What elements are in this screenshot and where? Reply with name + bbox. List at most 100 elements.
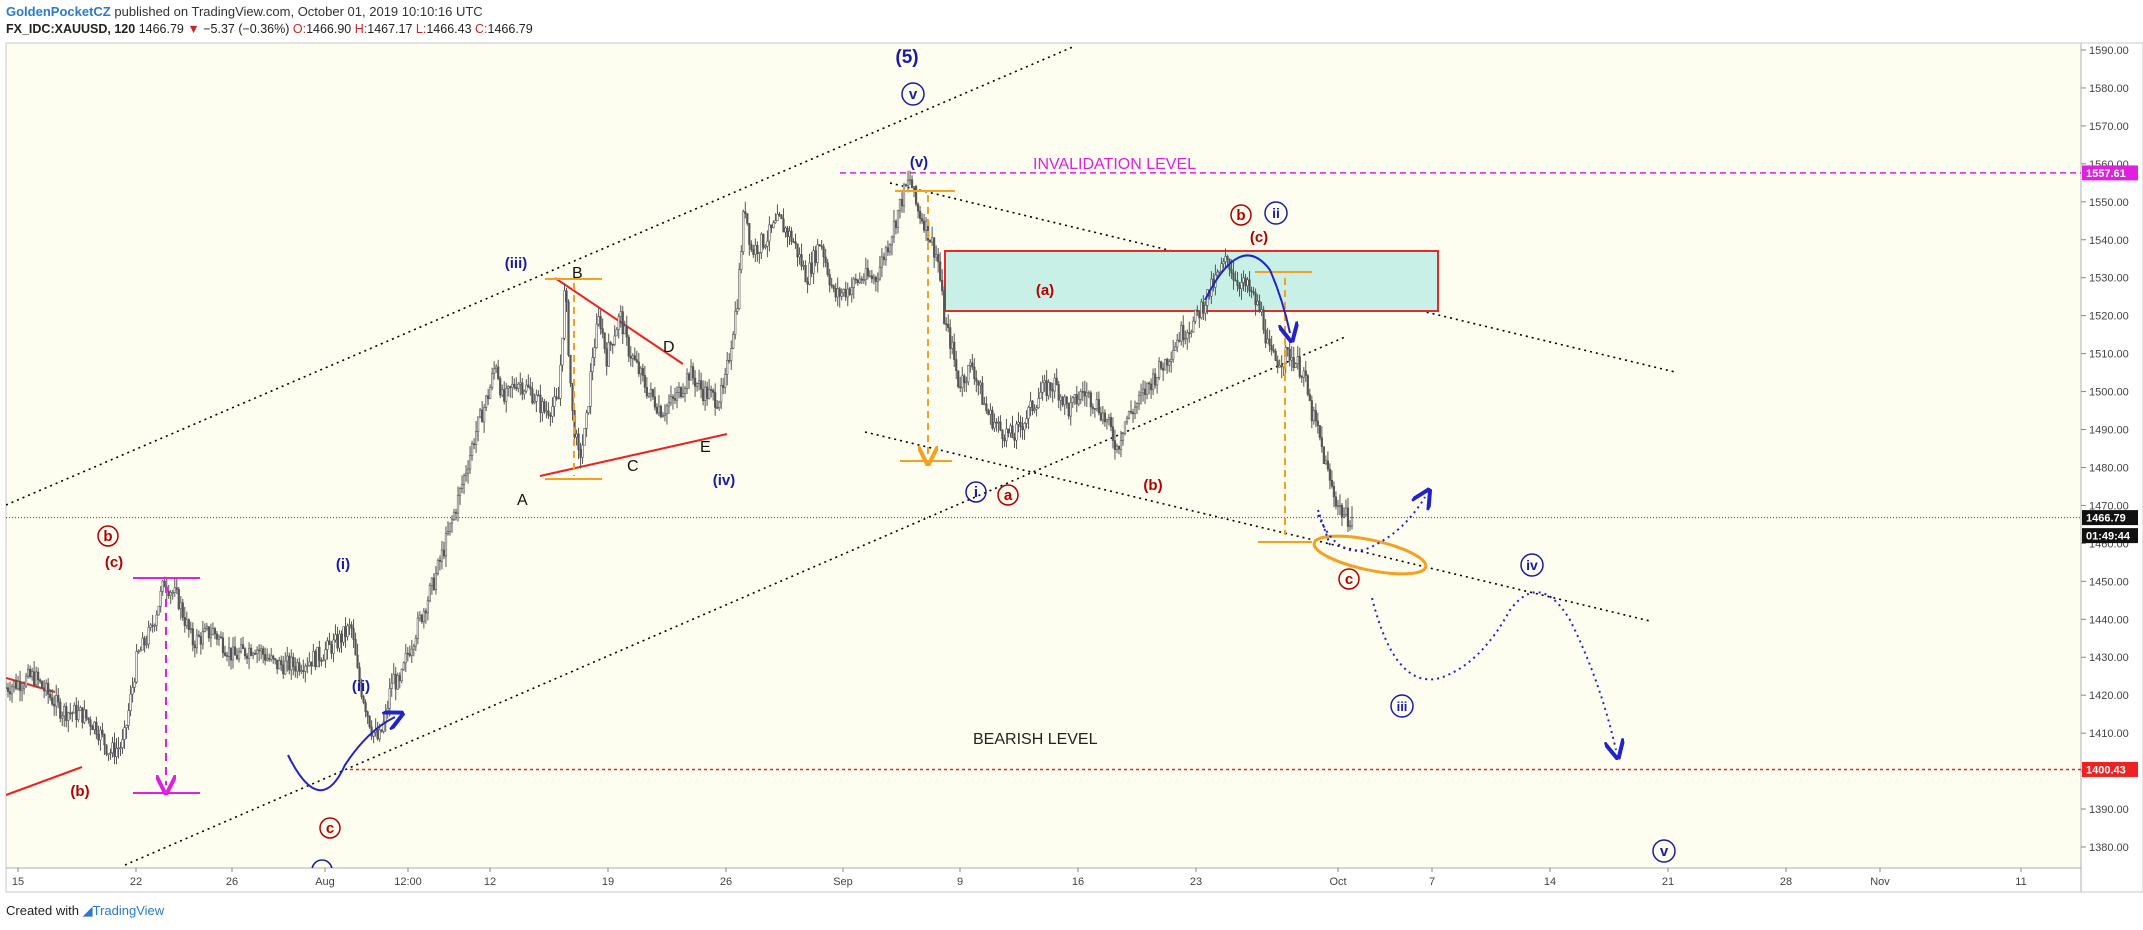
candle-body [1019, 421, 1022, 428]
candle-body [151, 624, 154, 627]
candle-body [1286, 347, 1289, 350]
symbol-label[interactable]: FX_IDC:XAUUSD, 120 [6, 22, 136, 36]
candle-body [1238, 285, 1241, 289]
candle-body [266, 657, 269, 661]
candle-body [221, 637, 225, 654]
candle-body [1109, 417, 1113, 428]
candle-body [669, 396, 673, 404]
candle-body [840, 292, 843, 297]
candle-body [1260, 309, 1263, 313]
candle-body [181, 602, 184, 618]
candle-body [567, 301, 570, 356]
candle-body [282, 664, 285, 675]
candle-body [894, 220, 898, 228]
candle-body [1113, 440, 1117, 450]
candle-body [87, 717, 90, 720]
candle-body [997, 421, 1000, 424]
price-axis-background [2081, 43, 2143, 868]
candle-body [706, 386, 709, 399]
candle-body [1055, 377, 1058, 385]
candle-body [766, 240, 769, 247]
candle-body [553, 396, 556, 407]
wave-a-circle [997, 484, 1019, 506]
candle-body [788, 230, 791, 237]
candle-body [1119, 440, 1123, 450]
candle-body [609, 342, 612, 345]
candle-body [659, 405, 663, 418]
candle-body [1182, 325, 1185, 341]
invalidation-price-badge: 1557.61 [2086, 168, 2126, 180]
candle-body [1091, 406, 1094, 409]
candle-body [408, 653, 411, 656]
candle-body [458, 488, 462, 496]
candle-body [71, 712, 74, 715]
candle-body [537, 394, 540, 397]
candle-body [543, 401, 546, 412]
candle-body [955, 359, 958, 372]
candle-body [633, 355, 636, 360]
candle-body [119, 747, 122, 749]
candle-body [782, 218, 785, 233]
candle-body [79, 707, 82, 711]
candle-body [398, 675, 401, 682]
candle-body [418, 614, 421, 619]
candle-body [531, 388, 534, 404]
candle-body [651, 389, 654, 397]
candle-body [187, 619, 190, 630]
candle-body [675, 392, 679, 401]
candle-body [736, 308, 739, 312]
candle-body [1137, 394, 1141, 404]
candle-body [852, 278, 855, 288]
invalidation-level-text: INVALIDATION LEVEL [1033, 156, 1196, 173]
candle-body [360, 682, 363, 697]
candle-body [159, 590, 162, 607]
candle-body [683, 388, 687, 394]
candle-body [916, 203, 920, 212]
candle-body [436, 559, 440, 574]
candle-body [577, 433, 580, 450]
candle-body [491, 373, 494, 388]
candle-body [1129, 411, 1133, 413]
candle-body [1077, 398, 1080, 405]
candle-body [748, 223, 751, 245]
candle-body [854, 278, 857, 281]
candle-body [1196, 309, 1199, 312]
wave-partial-circle [311, 859, 333, 868]
candle-body [1097, 399, 1100, 414]
candle-body [107, 753, 110, 756]
candle-body [904, 184, 908, 187]
left-red-line-2 [6, 766, 83, 796]
tradingview-brand[interactable]: TradingView [92, 903, 165, 918]
candle-body [908, 179, 912, 181]
candle-body [1095, 399, 1098, 409]
candle-body [1011, 425, 1014, 439]
candle-body [340, 633, 343, 643]
candle-body [629, 355, 632, 359]
candle-body [957, 370, 960, 387]
wave-label-iv-paren: (iv) [713, 472, 736, 489]
candle-body [1143, 388, 1147, 395]
candle-body [1220, 263, 1223, 272]
candle-body [414, 638, 417, 647]
candle-body [39, 679, 42, 682]
candle-body [1242, 277, 1245, 283]
candle-body [1079, 391, 1082, 400]
candle-body [316, 646, 319, 668]
candle-body [583, 428, 586, 446]
price-tick-label: 1500.00 [2089, 387, 2129, 399]
candle-body [256, 649, 259, 655]
candle-body [133, 681, 136, 688]
down-arrow-icon: ▼ [187, 22, 200, 36]
candle-body [605, 348, 608, 367]
author-name[interactable]: GoldenPocketCZ [6, 4, 111, 19]
candle-body [874, 276, 877, 282]
candle-body [742, 211, 745, 252]
price-tick-label: 1380.00 [2089, 842, 2129, 854]
candle-body [639, 367, 642, 375]
candle-body [129, 693, 132, 711]
candle-body [728, 360, 731, 362]
candle-body [1350, 517, 1354, 527]
candle-body [814, 250, 817, 263]
candle-body [1244, 277, 1247, 287]
